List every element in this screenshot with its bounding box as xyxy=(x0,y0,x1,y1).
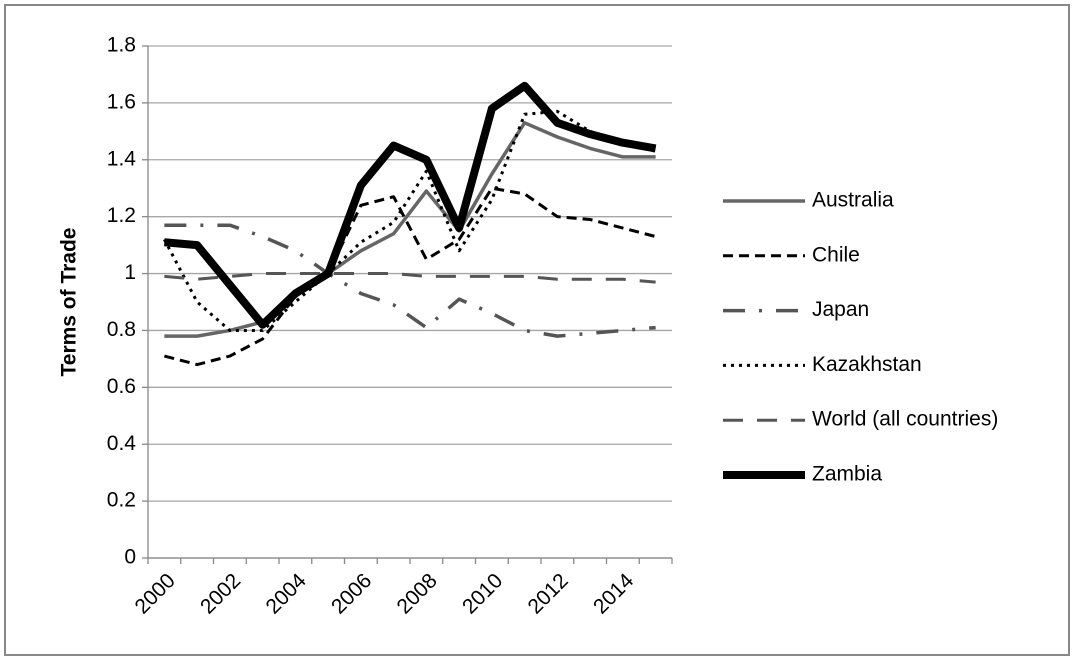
x-tick-label: 2012 xyxy=(524,569,573,618)
legend-label: World (all countries) xyxy=(812,408,998,431)
legend-label: Chile xyxy=(812,243,860,266)
y-tick-label: 1.2 xyxy=(107,204,136,227)
y-tick-label: 0.4 xyxy=(107,432,137,455)
y-tick-label: 1 xyxy=(124,261,136,284)
legend-label: Kazakhstan xyxy=(812,353,922,376)
x-tick-label: 2000 xyxy=(131,569,180,618)
y-tick-label: 1.6 xyxy=(107,90,136,113)
y-tick-label: 0.2 xyxy=(107,489,136,512)
y-tick-label: 0.8 xyxy=(107,318,136,341)
series-line xyxy=(163,186,657,367)
x-tick-label: 2010 xyxy=(458,569,507,618)
x-tick-label: 2014 xyxy=(589,569,639,619)
series-line xyxy=(164,272,656,284)
series-line xyxy=(164,223,656,338)
y-axis-title: Terms of Trade xyxy=(58,228,81,377)
x-tick-label: 2002 xyxy=(196,569,245,618)
y-tick-label: 0 xyxy=(124,546,136,569)
legend-label: Australia xyxy=(812,189,894,212)
x-tick-label: 2008 xyxy=(393,569,442,618)
series-line xyxy=(163,109,657,332)
series-line xyxy=(164,81,657,329)
series-line xyxy=(164,121,656,338)
y-tick-label: 0.6 xyxy=(107,375,136,398)
y-tick-label: 1.4 xyxy=(107,147,137,170)
legend-label: Japan xyxy=(812,298,869,321)
x-tick-label: 2006 xyxy=(327,569,376,618)
frame xyxy=(4,4,1070,656)
y-tick-label: 1.8 xyxy=(107,34,136,57)
legend-label: Zambia xyxy=(812,463,882,486)
x-tick-label: 2004 xyxy=(262,569,312,619)
